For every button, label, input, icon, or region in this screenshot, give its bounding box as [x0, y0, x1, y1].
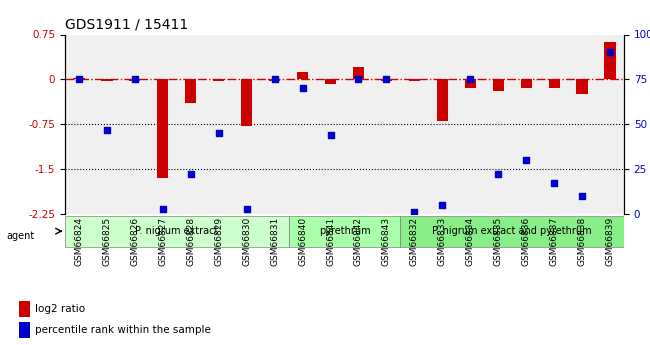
FancyBboxPatch shape	[65, 216, 289, 247]
Text: GSM66824: GSM66824	[75, 217, 83, 266]
Text: GSM66835: GSM66835	[494, 217, 502, 266]
Text: GSM66833: GSM66833	[438, 217, 447, 266]
Bar	[157, 79, 168, 178]
Bar	[20, 322, 31, 338]
Point	[269, 77, 280, 82]
Point	[437, 202, 448, 208]
Text: GSM66832: GSM66832	[410, 217, 419, 266]
Text: GSM66838: GSM66838	[578, 217, 586, 266]
Bar	[73, 78, 84, 79]
Text: GSM66837: GSM66837	[550, 217, 558, 266]
Bar	[129, 79, 140, 80]
Text: agent: agent	[6, 231, 34, 241]
Point	[465, 77, 476, 82]
Point	[186, 172, 196, 177]
Text: GDS1911 / 15411: GDS1911 / 15411	[65, 18, 188, 32]
Point	[521, 157, 532, 163]
Text: pyrethrum: pyrethrum	[318, 226, 370, 236]
Bar	[20, 301, 31, 317]
Point	[382, 77, 392, 82]
Text: percentile rank within the sample: percentile rank within the sample	[35, 325, 211, 335]
Bar	[465, 79, 476, 88]
Bar	[101, 79, 112, 80]
Text: GSM66839: GSM66839	[606, 217, 614, 266]
Bar	[269, 79, 280, 80]
Point	[354, 77, 364, 82]
Point	[577, 193, 588, 199]
Bar	[437, 79, 448, 121]
Bar	[213, 79, 224, 80]
Bar	[409, 79, 420, 80]
Point	[157, 206, 168, 211]
Bar	[185, 79, 196, 103]
Text: log2 ratio: log2 ratio	[35, 304, 85, 314]
Text: GSM66834: GSM66834	[466, 217, 474, 266]
Bar	[353, 67, 364, 79]
Text: GSM66836: GSM66836	[522, 217, 530, 266]
Bar	[297, 72, 308, 79]
Bar	[381, 79, 392, 80]
Text: GSM66842: GSM66842	[354, 217, 363, 266]
Point	[129, 77, 140, 82]
Text: GSM66840: GSM66840	[298, 217, 307, 266]
Point	[242, 206, 252, 211]
Bar	[549, 79, 560, 88]
Point	[325, 132, 335, 138]
Text: GSM66826: GSM66826	[131, 217, 139, 266]
Bar	[241, 79, 252, 126]
Bar	[325, 79, 336, 84]
Text: GSM66825: GSM66825	[103, 217, 111, 266]
Point	[298, 86, 308, 91]
Bar	[604, 42, 616, 79]
Text: GSM66830: GSM66830	[242, 217, 251, 266]
Text: P. nigrum extract: P. nigrum extract	[135, 226, 218, 236]
Point	[101, 127, 112, 132]
Text: GSM66843: GSM66843	[382, 217, 391, 266]
Text: P. nigrum extract and pyrethrum: P. nigrum extract and pyrethrum	[432, 226, 592, 236]
Text: GSM66829: GSM66829	[214, 217, 223, 266]
Point	[213, 130, 224, 136]
Point	[73, 77, 84, 82]
Bar	[521, 79, 532, 88]
Bar	[577, 79, 588, 94]
Point	[493, 172, 504, 177]
Point	[410, 209, 420, 215]
FancyBboxPatch shape	[289, 216, 400, 247]
Text: GSM66841: GSM66841	[326, 217, 335, 266]
Point	[549, 181, 559, 186]
Text: GSM66827: GSM66827	[159, 217, 167, 266]
Point	[605, 50, 616, 55]
Bar	[493, 79, 504, 91]
Text: GSM66828: GSM66828	[187, 217, 195, 266]
Text: GSM66831: GSM66831	[270, 217, 279, 266]
FancyBboxPatch shape	[400, 216, 624, 247]
